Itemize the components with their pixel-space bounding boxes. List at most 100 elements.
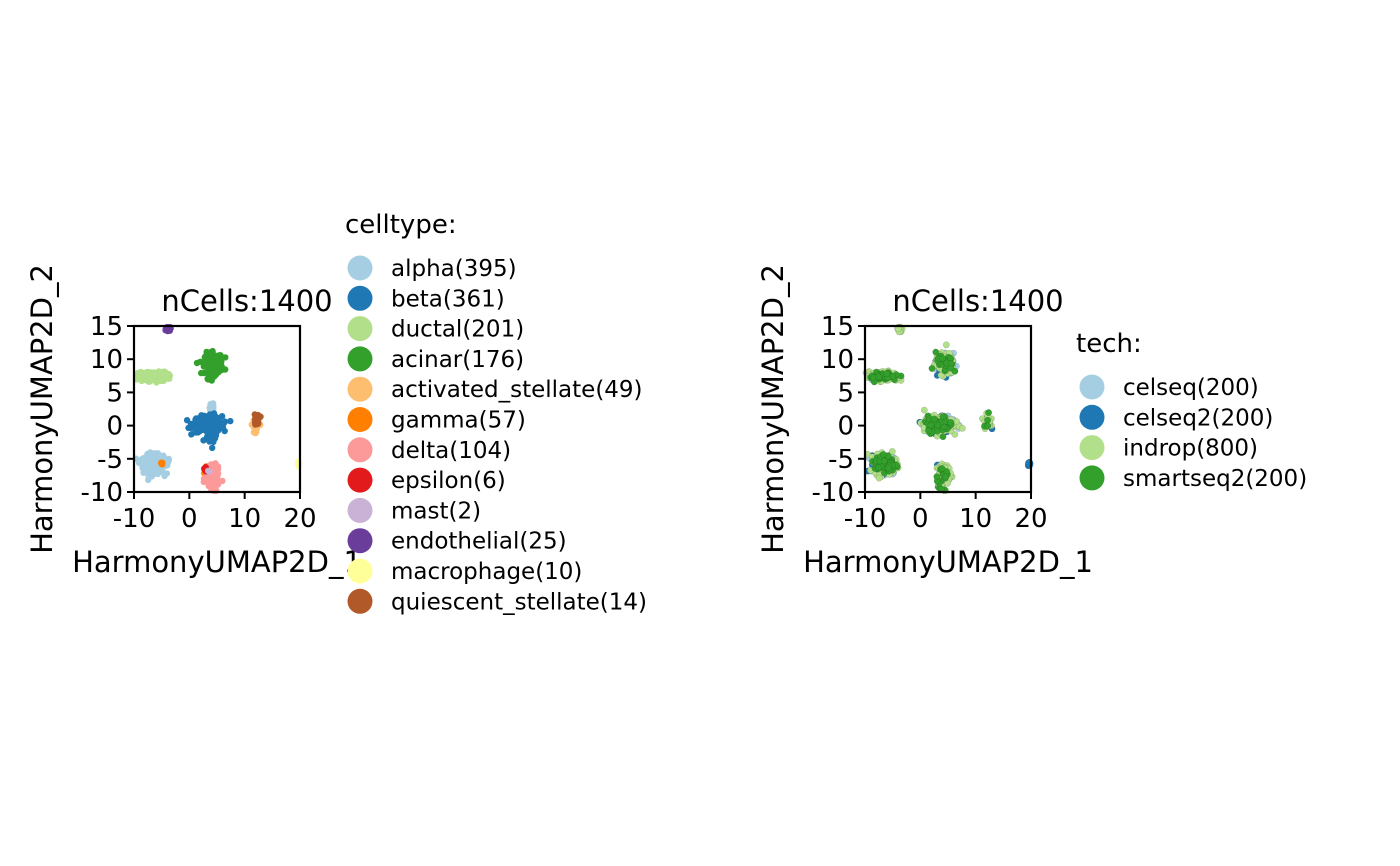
data-point	[295, 459, 303, 466]
data-point	[215, 352, 222, 359]
data-point	[928, 365, 936, 372]
data-point	[925, 427, 932, 435]
data-point	[206, 369, 214, 376]
data-point	[888, 447, 896, 455]
data-point	[209, 444, 216, 452]
data-point	[150, 369, 158, 376]
legend-swatch	[1079, 465, 1105, 491]
x-tick-label: 10	[228, 504, 261, 534]
x-tick-label: 20	[283, 504, 316, 534]
legend-swatch	[1079, 374, 1105, 400]
series-points	[193, 347, 229, 384]
data-point	[984, 422, 992, 430]
plot-frame	[863, 324, 1033, 494]
legend-item: macrophage(10)	[347, 558, 582, 585]
data-point	[165, 457, 172, 464]
data-point	[150, 460, 157, 468]
legend-item: delta(104)	[347, 437, 511, 464]
legend-title: celltype:	[345, 210, 457, 240]
data-point	[942, 341, 950, 349]
x-axis: -10 0 10 20	[113, 492, 317, 534]
data-point	[210, 358, 217, 366]
data-point	[939, 413, 947, 420]
points-layer	[862, 323, 1034, 495]
data-point	[165, 375, 172, 382]
series-points	[183, 410, 234, 452]
data-point	[214, 465, 222, 473]
legend-item: indrop(800)	[1079, 435, 1258, 462]
data-point	[210, 410, 218, 417]
x-tick-label: 0	[912, 504, 929, 534]
data-point	[218, 413, 226, 420]
data-point	[210, 461, 217, 469]
x-tick-label: -10	[113, 504, 155, 534]
legend-label: quiescent_stellate(14)	[391, 589, 647, 615]
data-point	[942, 473, 949, 481]
data-point	[161, 472, 168, 480]
legend-item: mast(2)	[347, 497, 481, 524]
data-point	[932, 348, 940, 356]
legend-item: epsilon(6)	[347, 467, 506, 494]
data-point	[227, 417, 234, 425]
legend-swatch	[347, 558, 373, 584]
x-tick-label: -10	[844, 504, 886, 534]
legend-item: activated_stellate(49)	[347, 376, 643, 403]
series-points	[133, 368, 173, 386]
legend-swatch	[347, 255, 373, 281]
data-point	[202, 424, 210, 431]
data-point	[947, 364, 955, 372]
y-tick-label: -5	[97, 445, 123, 475]
data-point	[152, 469, 160, 476]
data-point	[192, 424, 199, 432]
x-axis-title: HarmonyUMAP2D_1	[72, 545, 362, 579]
legend-swatch	[347, 285, 373, 311]
legend-label: activated_stellate(49)	[391, 377, 643, 403]
y-axis-title: HarmonyUMAP2D_2	[25, 264, 59, 554]
data-point	[138, 377, 145, 385]
points-layer	[132, 324, 303, 494]
plot-frame	[132, 324, 302, 494]
y-tick-label: 15	[90, 312, 123, 342]
legend-label: gamma(57)	[391, 408, 526, 434]
data-point	[251, 411, 258, 418]
y-tick-label: 15	[821, 312, 854, 342]
legend-swatch	[1079, 435, 1105, 461]
data-point	[193, 416, 200, 424]
x-axis: -10 0 10 20	[844, 492, 1048, 534]
legend-swatch	[347, 497, 373, 523]
legend-swatch	[347, 407, 373, 432]
data-point	[879, 451, 887, 458]
series-points	[132, 400, 217, 484]
legend-label: ductal(201)	[391, 317, 524, 343]
data-point	[875, 474, 883, 482]
data-point	[140, 469, 147, 476]
data-point	[159, 461, 166, 468]
panel-title: nCells:1400	[161, 284, 332, 318]
data-point	[214, 369, 221, 376]
data-point	[947, 418, 955, 426]
y-tick-label: 10	[821, 345, 854, 375]
legend-item: endothelial(25)	[347, 528, 567, 555]
legend-item: beta(361)	[347, 285, 505, 312]
data-point	[875, 464, 883, 471]
data-point	[875, 373, 882, 381]
legend-swatch	[347, 437, 373, 463]
y-tick-label: -5	[828, 445, 854, 475]
data-point	[920, 406, 928, 414]
data-point	[883, 370, 891, 378]
legend-swatch	[347, 376, 373, 402]
legend-swatch	[347, 316, 373, 342]
data-point	[209, 417, 216, 425]
y-axis-title: HarmonyUMAP2D_2	[756, 264, 790, 554]
y-tick-label: 5	[837, 378, 854, 408]
data-point	[885, 464, 892, 472]
legend-label: acinar(176)	[391, 347, 524, 373]
legend-label: celseq2(200)	[1123, 405, 1273, 431]
legend-label: delta(104)	[391, 438, 511, 464]
y-tick-label: -10	[812, 478, 854, 508]
y-tick-label: -10	[81, 478, 123, 508]
legend-item: celseq2(200)	[1079, 404, 1273, 431]
